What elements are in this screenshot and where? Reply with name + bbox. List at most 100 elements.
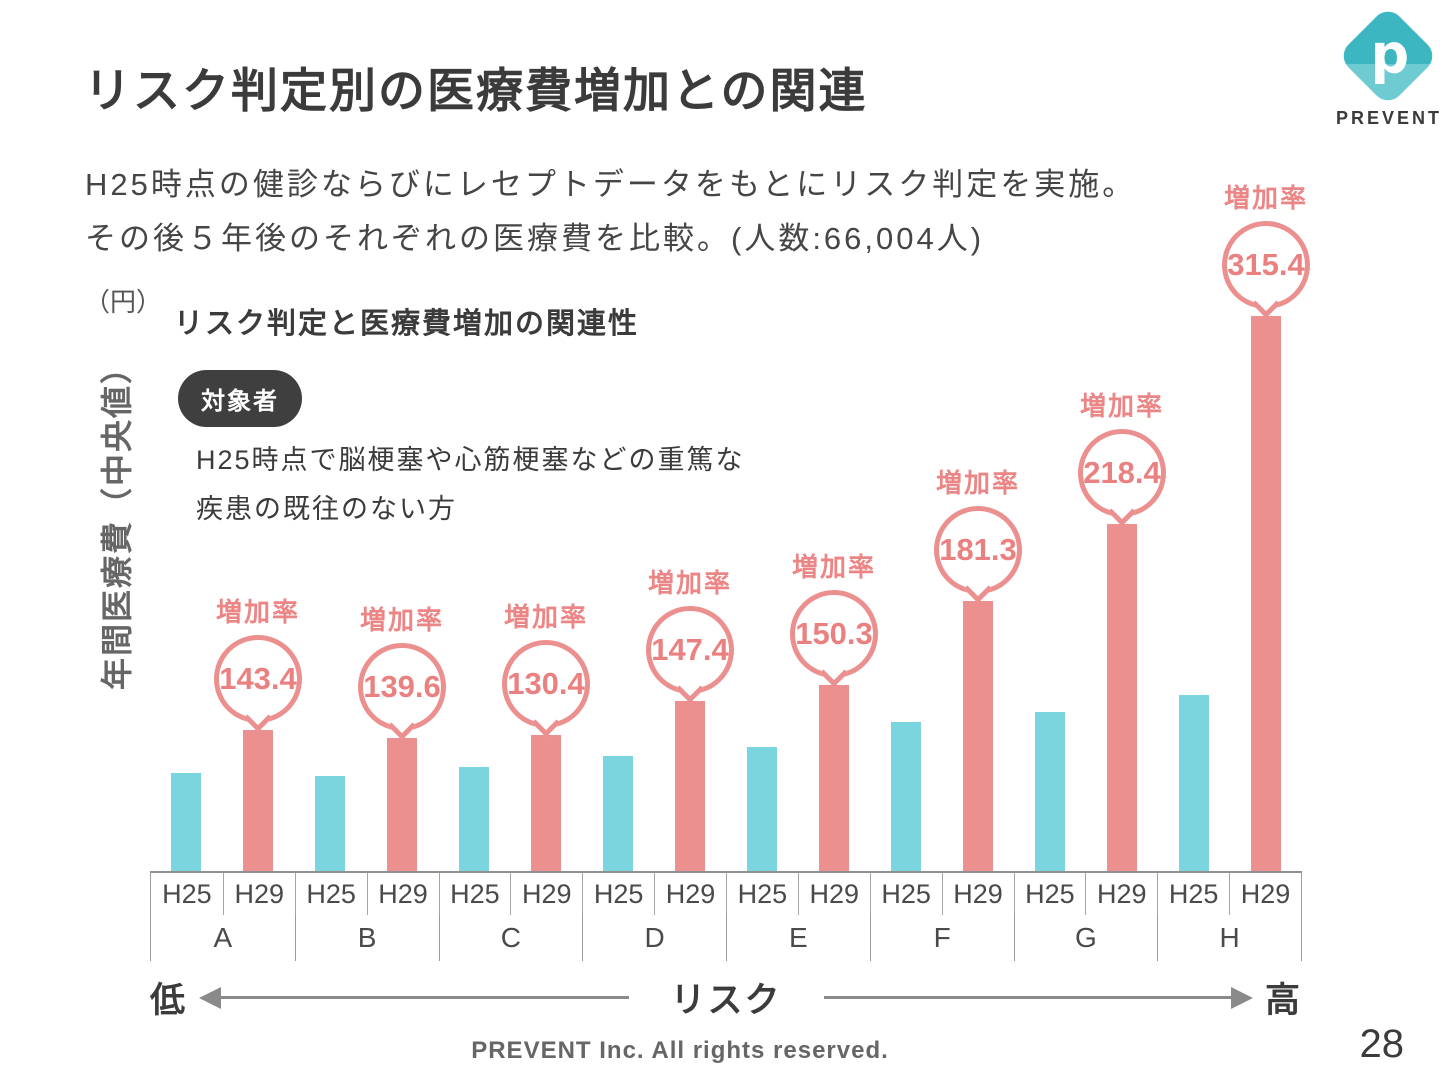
page-title: リスク判定別の医療費増加との関連 bbox=[84, 64, 868, 117]
year-cell-D-H29: H29 bbox=[654, 873, 726, 915]
rate-bubble-A: 143.4 bbox=[214, 635, 302, 723]
bar-column-E-h25 bbox=[726, 171, 798, 871]
bar-C-h29 bbox=[531, 735, 561, 871]
rate-callout-C: 増加率 130.4 bbox=[466, 597, 626, 738]
rate-callout-title: 増加率 bbox=[791, 552, 876, 582]
rate-bubble-E: 150.3 bbox=[790, 590, 878, 678]
bar-A-h25 bbox=[171, 773, 201, 871]
page-number: 28 bbox=[1359, 1022, 1405, 1066]
rate-callout-F: 増加率 181.3 bbox=[898, 463, 1058, 604]
year-cell-A-H25: H25 bbox=[162, 878, 212, 909]
bar-H-h29 bbox=[1251, 316, 1281, 871]
bar-E-h29 bbox=[819, 685, 849, 871]
group-cell-G: G bbox=[1013, 915, 1158, 961]
bar-chart-plot: 増加率 143.4 増加率 139.6 増加率 130.4 増加率 147.4 増加率 150.3… bbox=[150, 171, 1310, 871]
bar-B-h25 bbox=[315, 776, 345, 871]
bar-column-B-h25 bbox=[294, 171, 366, 871]
rate-callout-D: 増加率 147.4 bbox=[610, 563, 770, 704]
arrow-left-icon bbox=[203, 996, 629, 999]
rate-callout-title: 増加率 bbox=[215, 597, 300, 627]
rate-callout-title: 増加率 bbox=[935, 468, 1020, 498]
bar-G-h25 bbox=[1035, 712, 1065, 871]
rate-callout-B: 増加率 139.6 bbox=[322, 600, 482, 741]
risk-axis: 低 リスク 高 bbox=[150, 972, 1302, 1023]
group-cell-D: D bbox=[582, 915, 726, 961]
group-cell-A: A bbox=[213, 922, 233, 953]
rate-callout-title: 増加率 bbox=[1223, 183, 1308, 213]
subtitle-line-2: その後５年後のそれぞれの医療費を比較。(人数:66,004人) bbox=[85, 221, 985, 256]
rate-callout-E: 増加率 150.3 bbox=[754, 547, 914, 688]
rate-callout-G: 増加率 218.4 bbox=[1042, 386, 1202, 527]
bar-column-G-h25 bbox=[1014, 171, 1086, 871]
group-cell-B: B bbox=[294, 915, 439, 961]
copyright-footer: PREVENT Inc. All rights reserved. bbox=[471, 1037, 889, 1064]
rate-callout-title: 増加率 bbox=[647, 568, 732, 598]
logo-wordmark: PREVENT bbox=[1336, 108, 1440, 128]
bar-column-F-h29: 増加率 181.3 bbox=[934, 171, 1022, 871]
bar-column-F-h25 bbox=[870, 171, 942, 871]
bar-column-A-h25 bbox=[150, 171, 222, 871]
bar-D-h29 bbox=[675, 701, 705, 871]
year-cell-F-H25: H25 bbox=[869, 873, 942, 915]
year-cell-G-H29: H29 bbox=[1085, 873, 1157, 915]
y-axis-label: 年間医療費（中央値） bbox=[99, 350, 135, 691]
bar-column-A-h29: 増加率 143.4 bbox=[214, 171, 302, 871]
year-cell-F-H29: H29 bbox=[941, 873, 1014, 915]
prevent-logo: p PREVENT bbox=[1336, 5, 1440, 129]
group-cell-F: F bbox=[869, 915, 1014, 961]
risk-low-label: 低 bbox=[150, 981, 188, 1020]
arrow-right-icon bbox=[823, 996, 1249, 999]
year-cell-H-H29: H29 bbox=[1229, 873, 1301, 915]
rate-callout-A: 増加率 143.4 bbox=[178, 592, 338, 733]
bar-G-h29 bbox=[1107, 524, 1137, 871]
bar-E-h25 bbox=[747, 747, 777, 871]
group-cell-E: E bbox=[726, 915, 870, 961]
target-badge: 対象者 bbox=[178, 370, 302, 427]
subtitle-line-1: H25時点の健診ならびにレセプトデータをもとにリスク判定を実施。 bbox=[85, 167, 1137, 202]
risk-axis-title: リスク bbox=[670, 981, 782, 1020]
year-cell-C-H25: H25 bbox=[438, 873, 511, 915]
bar-B-h29 bbox=[387, 738, 417, 871]
bar-column-C-h29: 増加率 130.4 bbox=[502, 171, 590, 871]
series-label-row: H25 H29 H25 H29 H25 H29 H25 H29 H25 H29 H25 H29 H25 H… bbox=[151, 873, 1301, 915]
bar-F-h29 bbox=[963, 601, 993, 871]
rate-callout-title: 増加率 bbox=[359, 605, 444, 635]
risk-high-label: 高 bbox=[1265, 981, 1303, 1020]
bar-column-H-h29: 増加率 315.4 bbox=[1222, 171, 1310, 871]
bar-A-h29 bbox=[243, 730, 273, 871]
rate-callout-title: 増加率 bbox=[1079, 391, 1164, 421]
slide-subtitle: H25時点の健診ならびにレセプトデータをもとにリスク判定を実施。 その後５年後の… bbox=[85, 158, 1136, 266]
logo-letter: p bbox=[1370, 22, 1410, 86]
bar-column-B-h29: 増加率 139.6 bbox=[358, 171, 446, 871]
group-cell-H: H bbox=[1157, 915, 1301, 961]
rate-callout-H: 増加率 315.4 bbox=[1186, 178, 1346, 319]
bar-C-h25 bbox=[459, 767, 489, 871]
bar-column-C-h25 bbox=[438, 171, 510, 871]
bar-column-E-h29: 増加率 150.3 bbox=[790, 171, 878, 871]
bar-F-h25 bbox=[891, 722, 921, 871]
chart-title: リスク判定と医療費増加の関連性 bbox=[174, 308, 640, 340]
bar-column-D-h29: 増加率 147.4 bbox=[646, 171, 734, 871]
category-table: H25 H29 H25 H29 H25 H29 H25 H29 H25 H29 H25 H29 H25 H… bbox=[150, 871, 1302, 961]
year-cell-E-H25: H25 bbox=[726, 873, 798, 915]
year-cell-C-H29: H29 bbox=[510, 873, 582, 915]
year-cell-B-H29: H29 bbox=[366, 873, 439, 915]
bar-column-D-h25 bbox=[582, 171, 654, 871]
note-line-2: 疾患の既往のない方 bbox=[196, 494, 457, 524]
prevent-logo-icon: p bbox=[1337, 5, 1439, 107]
rate-callout-title: 増加率 bbox=[503, 602, 588, 632]
bar-column-H-h25 bbox=[1158, 171, 1230, 871]
year-cell-H-H25: H25 bbox=[1157, 873, 1229, 915]
target-note: H25時点で脳梗塞や心筋梗塞などの重篤な 疾患の既往のない方 bbox=[196, 436, 745, 534]
bar-H-h25 bbox=[1179, 695, 1209, 871]
year-cell-A-H29: H29 bbox=[222, 873, 295, 915]
year-cell-E-H29: H29 bbox=[797, 873, 870, 915]
year-cell-D-H25: H25 bbox=[582, 873, 654, 915]
group-cell-C: C bbox=[438, 915, 583, 961]
bar-column-G-h29: 増加率 218.4 bbox=[1078, 171, 1166, 871]
year-cell-G-H25: H25 bbox=[1013, 873, 1086, 915]
year-cell-B-H25: H25 bbox=[294, 873, 367, 915]
y-axis-unit: （円） bbox=[84, 287, 163, 317]
